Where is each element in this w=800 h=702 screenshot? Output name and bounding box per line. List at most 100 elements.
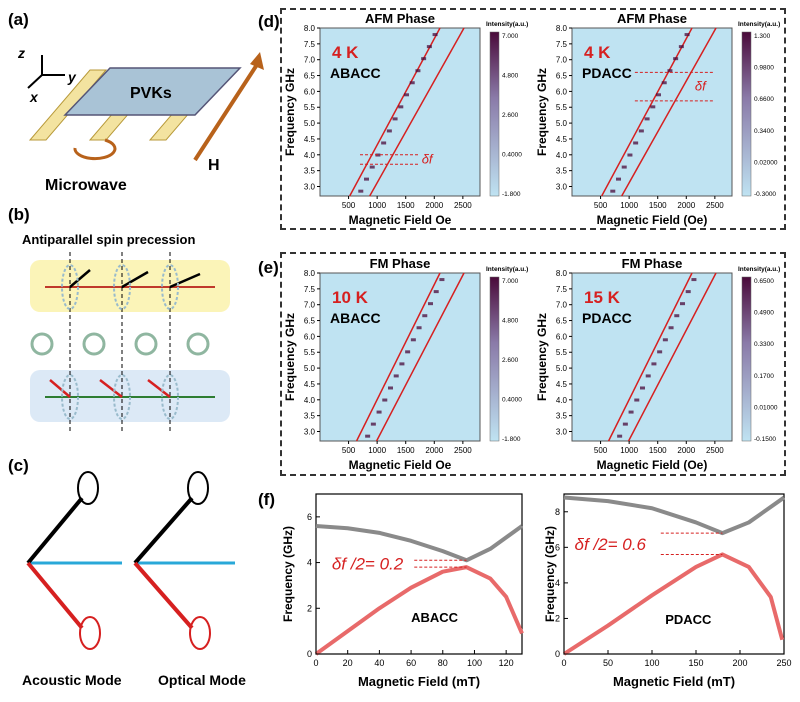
y-axis-label: Frequency GHz <box>283 313 297 401</box>
x-tick-label: 1500 <box>397 201 415 210</box>
y-tick-label: 5.5 <box>556 348 568 357</box>
colorbar-tick-label: -0.1500 <box>754 436 776 443</box>
y-tick-label: 7.5 <box>304 40 316 49</box>
x-tick-label: 2500 <box>706 446 724 455</box>
y-tick-label: 8.0 <box>556 269 568 278</box>
y-tick-label: 7.5 <box>304 285 316 294</box>
heatmap-title: FM Phase <box>622 256 683 271</box>
pvk-label: PVKs <box>130 85 172 102</box>
x-tick-label: 2000 <box>425 446 443 455</box>
axis-z-label: z <box>17 45 25 61</box>
x-tick-label: 1000 <box>620 446 638 455</box>
colorbar-tick-label: 2.600 <box>502 112 519 119</box>
colorbar-tick-label: 0.9800 <box>754 65 774 72</box>
series-line-lower <box>562 552 785 656</box>
y-axis-label: Frequency GHz <box>535 313 549 401</box>
colorbar-tick-label: 2.600 <box>502 357 519 364</box>
sample-label: PDACC <box>665 612 712 627</box>
colorbar-tick-label: 0.1700 <box>754 373 774 380</box>
y-tick-label: 4 <box>555 578 560 588</box>
lower-spin-arrows <box>49 379 171 398</box>
resonance-mark <box>392 117 398 121</box>
resonance-mark <box>628 410 634 414</box>
resonance-mark <box>661 81 667 85</box>
heatmap-title: AFM Phase <box>617 11 687 26</box>
y-tick-label: 4.0 <box>304 151 316 160</box>
pvk-slab <box>63 67 242 116</box>
resonance-mark <box>667 69 673 73</box>
sample-label: ABACC <box>330 310 381 326</box>
resonance-mark <box>621 165 627 169</box>
x-axis-label: Magnetic Field Oe <box>349 458 452 472</box>
y-tick-label: 4 <box>307 558 312 568</box>
y-tick-label: 7.0 <box>556 56 568 65</box>
series-line-upper <box>315 524 524 563</box>
x-tick-label: 150 <box>688 658 703 668</box>
resonance-mark <box>399 362 405 366</box>
panel-b-title: Antiparallel spin precession <box>22 232 196 247</box>
resonance-mark <box>386 129 392 133</box>
colorbar-tick-label: 0.4000 <box>502 397 522 404</box>
band-boundary-right <box>627 272 717 442</box>
delta-f-annotation: δf /2= 0.2 <box>332 555 404 574</box>
temperature-label: 15 K <box>584 288 621 307</box>
y-tick-label: 6 <box>307 512 312 522</box>
x-tick-label: 60 <box>406 658 416 668</box>
field-arrow-head <box>250 52 264 70</box>
x-tick-label: 500 <box>342 446 356 455</box>
resonance-mark <box>426 45 432 49</box>
y-axis-label: Frequency GHz <box>283 68 297 156</box>
resonance-mark <box>415 69 421 73</box>
resonance-mark <box>633 141 639 145</box>
x-tick-label: 120 <box>499 658 514 668</box>
resonance-mark <box>382 398 388 402</box>
colorbar-tick-label: 0.4000 <box>502 152 522 159</box>
x-tick-label: 500 <box>342 201 356 210</box>
sample-label: PDACC <box>582 310 632 326</box>
plot-frame <box>563 493 785 655</box>
y-tick-label: 5.5 <box>304 103 316 112</box>
resonance-mark <box>409 81 415 85</box>
x-axis-label: Magnetic Field (Oe) <box>597 458 708 472</box>
y-tick-label: 3.0 <box>556 182 568 191</box>
colorbar <box>489 276 500 442</box>
resonance-mark <box>422 314 428 318</box>
optical-mode-label: Optical Mode <box>158 672 246 688</box>
colorbar-tick-label: -0.3000 <box>754 191 776 198</box>
x-axis-label: Magnetic Field (Oe) <box>597 213 708 227</box>
colorbar <box>741 276 752 442</box>
x-tick-label: 2500 <box>454 201 472 210</box>
heatmap-plot-area <box>319 272 481 442</box>
y-tick-label: 7.0 <box>304 56 316 65</box>
field-label: H <box>208 157 220 174</box>
band-boundary-left <box>349 27 441 197</box>
x-tick-label: 1500 <box>649 201 667 210</box>
y-tick-label: 4.5 <box>304 380 316 389</box>
colorbar-tick-label: 0.3400 <box>754 128 774 135</box>
y-tick-label: 6.5 <box>556 72 568 81</box>
resonance-mark <box>691 278 697 282</box>
y-tick-label: 3.5 <box>304 412 316 421</box>
x-tick-label: 40 <box>374 658 384 668</box>
colorbar-tick-label: 7.000 <box>502 33 519 40</box>
y-tick-label: 4.5 <box>304 135 316 144</box>
colorbar-label: Intensity(a.u.) <box>486 266 528 273</box>
colorbar-tick-label: 0.6500 <box>754 278 774 285</box>
resonance-mark <box>416 326 422 330</box>
optical-spin-up <box>133 496 194 565</box>
resonance-mark <box>404 93 409 97</box>
heatmap-d-right: AFM Phase δf 4 K PDACC 3.0 3.5 4.0 4.5 5.0 5.5 6.0… <box>535 11 780 227</box>
y-tick-label: 7.0 <box>556 301 568 310</box>
heatmap-plot-area <box>571 272 733 442</box>
resonance-mark <box>674 314 680 318</box>
resonance-mark <box>634 398 640 402</box>
lineplot-f-right: δf /2= 0.6 PDACC 0 2 4 6 8 0 50 100 150 200 250 Magne… <box>544 493 792 689</box>
resonance-mark <box>650 105 656 109</box>
sample-label: ABACC <box>330 65 381 81</box>
y-tick-label: 6.5 <box>304 72 316 81</box>
x-tick-label: 1000 <box>368 201 386 210</box>
panel-f-label: (f) <box>258 490 275 509</box>
resonance-mark <box>684 33 690 37</box>
colorbar-tick-label: 0.6600 <box>754 96 774 103</box>
y-tick-label: 6.0 <box>556 332 568 341</box>
